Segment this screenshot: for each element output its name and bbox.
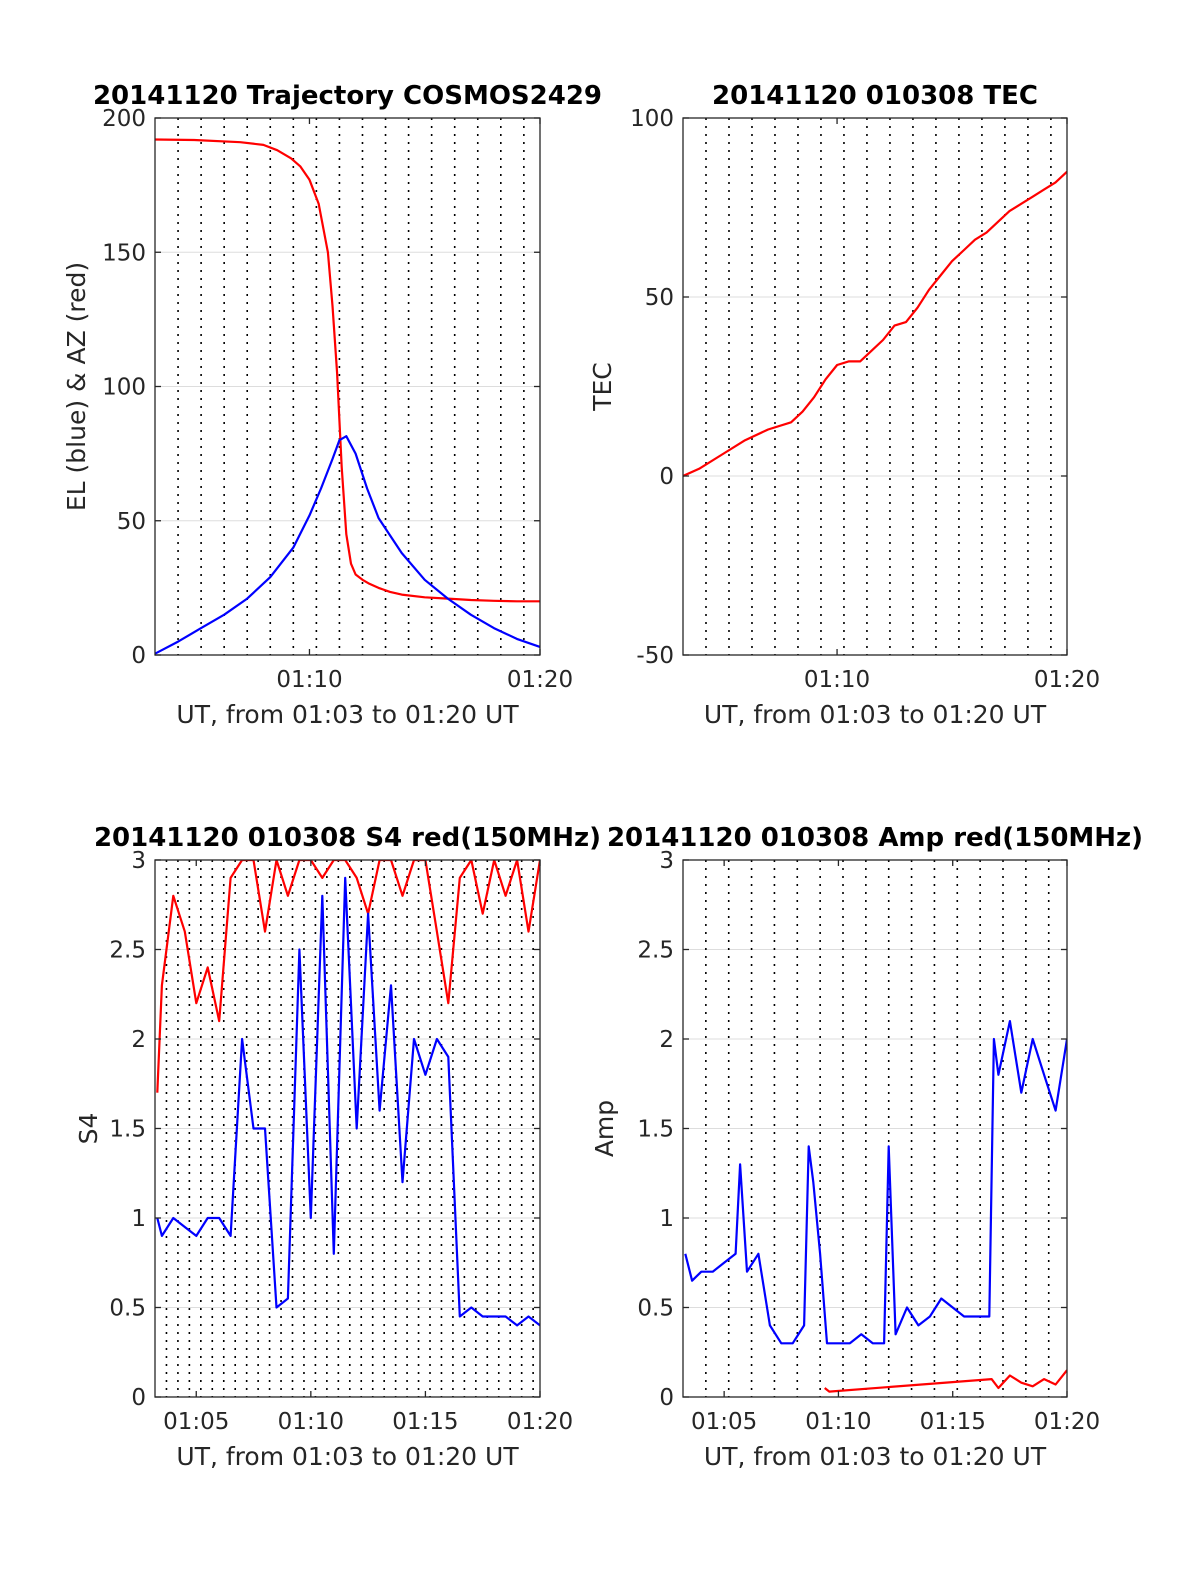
axes-box [682,117,1068,656]
x-tick-label: 01:05 [691,1409,757,1435]
series-line-2 [155,435,540,655]
y-tick-label: 1.5 [637,1117,674,1143]
y-tick-label: 3 [659,848,674,874]
x-tick-label: 01:20 [507,667,573,693]
y-tick-label: 50 [645,285,674,311]
x-tick-label: 01:10 [276,667,342,693]
series-line-1 [155,138,540,603]
y-tick-label: 0 [131,1385,146,1411]
y-tick-label: 100 [102,375,146,401]
y-axis-label: TEC [588,362,617,412]
y-axis-label: EL (blue) & AZ (red) [62,262,91,511]
y-axis-label: S4 [74,1113,103,1145]
y-tick-label: 2.5 [637,938,674,964]
x-tick-label: 01:20 [1034,1409,1100,1435]
y-tick-label: 2 [131,1027,146,1053]
chart-title: 20141120 010308 TEC [712,81,1038,111]
x-tick-label: 01:15 [392,1409,458,1435]
y-tick-label: -50 [636,643,674,669]
x-axis-label: UT, from 01:03 to 01:20 UT [704,700,1047,729]
y-tick-label: 2.5 [109,938,146,964]
y-tick-label: 3 [131,848,146,874]
chart-title: 20141120 010308 S4 red(150MHz) [94,823,601,853]
y-tick-label: 1.5 [109,1117,146,1143]
chart-title: 20141120 Trajectory COSMOS2429 [93,81,602,111]
y-tick-label: 0 [131,643,146,669]
x-tick-label: 01:10 [804,667,870,693]
chart-title: 20141120 010308 Amp red(150MHz) [607,823,1143,853]
chart-panel-2: -50 0 50 100 01:10 01:20 20141120 010308 TEC UT… [588,81,1100,729]
x-axis-label: UT, from 01:03 to 01:20 UT [176,1442,519,1471]
x-axis-label: UT, from 01:03 to 01:20 UT [176,700,519,729]
chart-panel-1: 0 50 100 150 200 01:10 01:20 20141120 Trajector… [62,81,602,729]
y-tick-label: 50 [117,509,146,535]
x-tick-label: 01:20 [507,1409,573,1435]
x-tick-label: 01:10 [805,1409,871,1435]
x-tick-label: 01:15 [920,1409,986,1435]
y-tick-label: 0.5 [637,1296,674,1322]
y-tick-label: 200 [102,106,146,132]
y-tick-label: 100 [630,106,674,132]
chart-panel-4: 0 0.5 1 1.5 2 2.5 3 01:05 01:10 01:15 01:20 2014112… [590,823,1143,1471]
y-tick-label: 0.5 [109,1296,146,1322]
y-axis-label: Amp [590,1100,619,1157]
x-tick-label: 01:20 [1034,667,1100,693]
series-line-2 [824,1369,1067,1393]
y-tick-label: 150 [102,240,146,266]
series-line-2 [156,876,540,1327]
series-line-1 [684,1019,1067,1345]
x-tick-label: 01:05 [163,1409,229,1435]
y-tick-label: 0 [659,1385,674,1411]
x-tick-label: 01:10 [278,1409,344,1435]
y-tick-label: 0 [659,464,674,490]
y-tick-label: 2 [659,1027,674,1053]
chart-panel-3: 0 0.5 1 1.5 2 2.5 3 01:05 01:10 01:15 01:20 2014112… [74,823,601,1471]
y-tick-label: 1 [659,1206,674,1232]
series-line-1 [156,860,540,1093]
x-axis-label: UT, from 01:03 to 01:20 UT [704,1442,1047,1471]
y-tick-label: 1 [131,1206,146,1232]
series-line-1 [683,170,1067,478]
